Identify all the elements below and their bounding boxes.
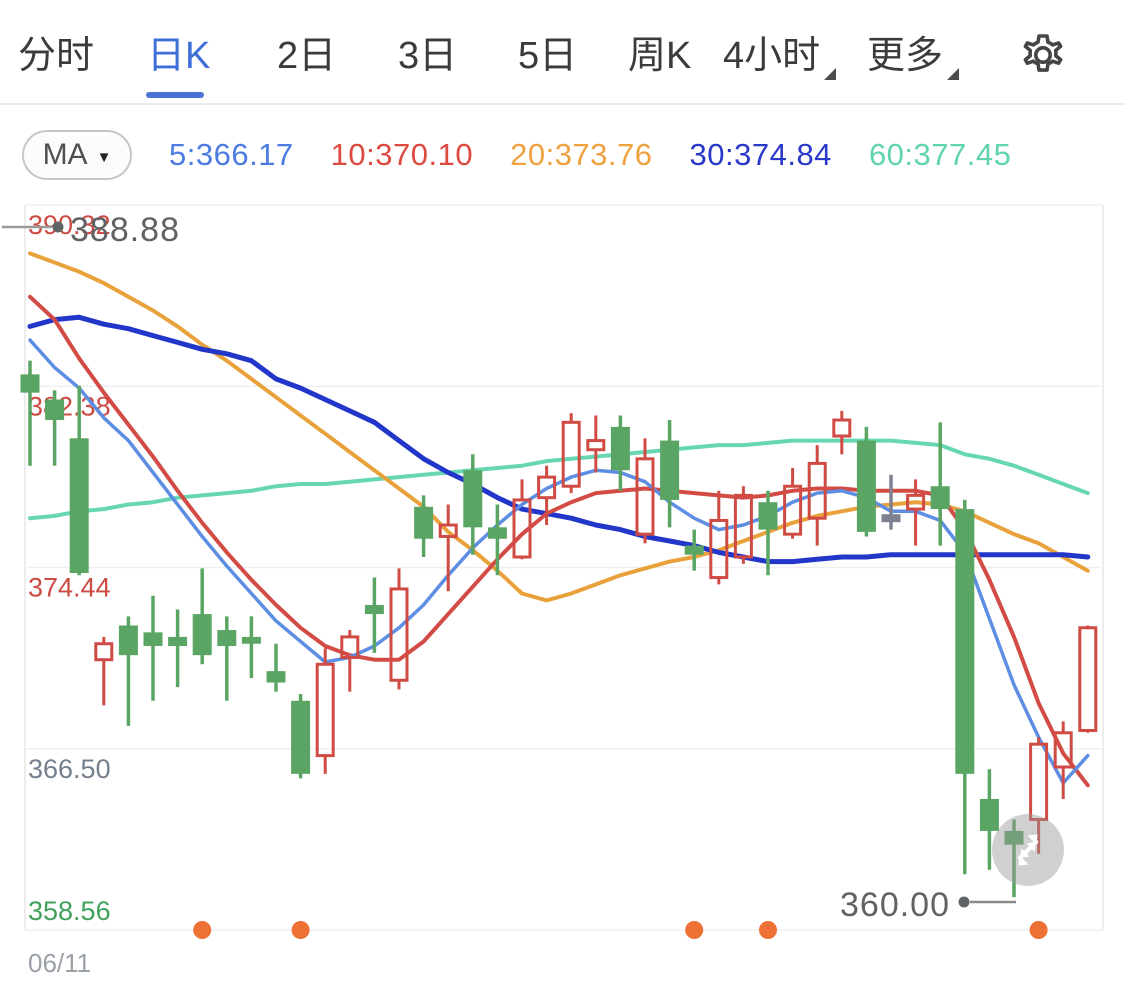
expand-arrows-icon [1017,834,1039,866]
caret-down-icon: ▼ [96,148,112,166]
svg-text:390.32: 390.32 [28,210,111,240]
tab-2day[interactable]: 2日 [277,35,337,77]
tab-5day[interactable]: 5日 [518,35,578,77]
tab-4hour[interactable]: 4小时 [723,30,837,82]
tab-weekly-k[interactable]: 周K [628,35,692,77]
ma30-value: 30:374.84 [689,137,832,172]
svg-text:358.56: 358.56 [28,896,111,926]
svg-text:374.44: 374.44 [28,573,111,603]
ma10-value: 10:370.10 [330,137,474,172]
svg-text:366.50: 366.50 [28,754,111,784]
dropdown-corner-icon [947,68,960,80]
chart-period-tabbar: 分时 日K 2日 3日 5日 周K 4小时 更多 [0,0,1125,105]
gear-icon [1023,34,1063,72]
svg-text:06/11: 06/11 [28,948,91,978]
tab-minute[interactable]: 分时 [18,35,95,77]
ma-selector-dropdown[interactable]: MA ▼ [22,130,132,180]
indicator-legend-bar: MA ▼ 5:366.17 10:370.10 20:373.76 30:374… [0,126,1125,184]
settings-button[interactable] [1018,30,1068,80]
ma5-value: 5:366.17 [169,137,294,172]
active-tab-underline [146,92,204,98]
svg-text:388.88: 388.88 [70,211,180,249]
tab-daily-k[interactable]: 日K [147,35,211,77]
tab-more[interactable]: 更多 [867,30,960,82]
ma60-value: 60:377.45 [868,137,1012,172]
ma20-value: 20:373.76 [510,137,653,172]
svg-text:360.00: 360.00 [840,886,950,924]
expand-chart-button[interactable] [992,814,1064,886]
tab-3day[interactable]: 3日 [398,35,458,77]
dropdown-corner-icon [824,68,837,80]
svg-text:382.38: 382.38 [28,391,111,421]
